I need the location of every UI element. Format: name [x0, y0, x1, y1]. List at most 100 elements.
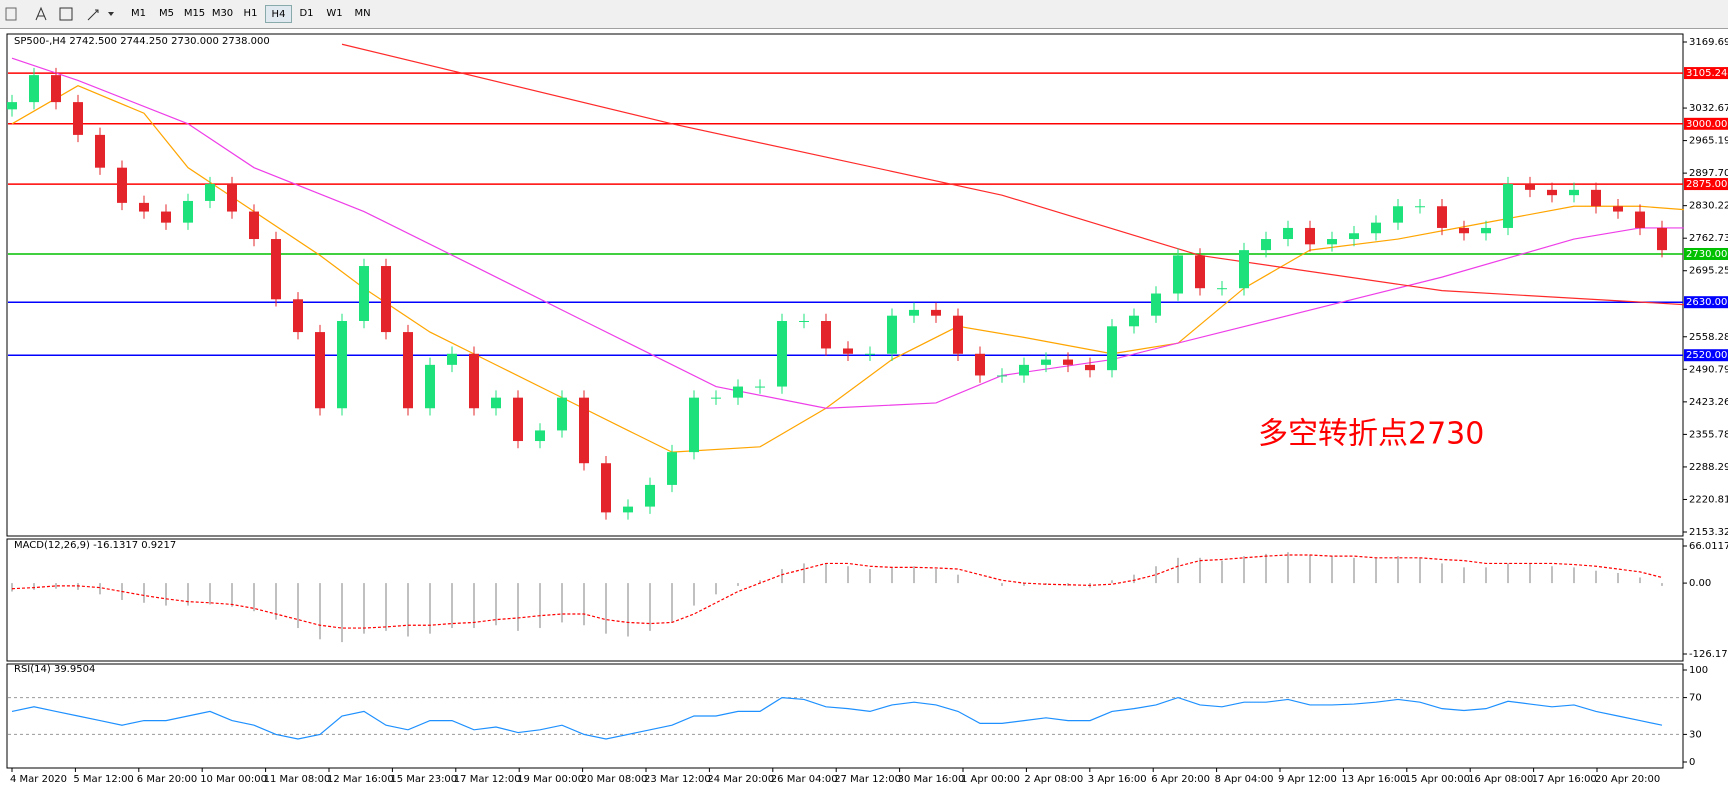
time-label: 26 Mar 04:00 [771, 774, 838, 785]
time-label: 2 Apr 08:00 [1024, 774, 1083, 785]
time-label: 5 Mar 12:00 [73, 774, 133, 785]
moving-average [341, 43, 1685, 306]
timeframe-button[interactable]: H4 [265, 5, 292, 23]
y-tick-label: 2762.735 [1689, 233, 1728, 244]
time-label: 15 Mar 23:00 [390, 774, 457, 785]
level-label: 2630.000 [1686, 297, 1728, 308]
candle-body [513, 397, 523, 442]
y-tick-label: 30 [1689, 729, 1702, 740]
panel-title: RSI(14) 39.9504 [14, 664, 95, 675]
time-label: 24 Mar 20:00 [707, 774, 774, 785]
candle-body [249, 211, 259, 240]
candle-body [1393, 206, 1403, 223]
y-tick-label: 66.0117 [1689, 541, 1728, 552]
y-tick-label: 2965.19 [1689, 136, 1728, 147]
candle-body [689, 397, 699, 453]
candle-body [271, 239, 281, 300]
candle-body [183, 200, 193, 223]
candle-body [887, 315, 897, 354]
timeframe-button[interactable]: M5 [159, 8, 174, 19]
timeframe-button[interactable]: W1 [326, 8, 343, 19]
moving-average [11, 57, 1684, 409]
timeframe-button[interactable]: D1 [299, 8, 314, 19]
timeframe-button[interactable]: MN [354, 8, 371, 19]
y-tick-label: 2288.295 [1689, 462, 1728, 473]
candle-body [997, 375, 1007, 377]
icon-label[interactable] [59, 7, 73, 21]
y-tick-label: 2423.265 [1689, 397, 1728, 408]
candle-body [843, 348, 853, 354]
time-label: 10 Mar 00:00 [200, 774, 267, 785]
time-label: 20 Apr 20:00 [1595, 774, 1660, 785]
candle-body [359, 266, 369, 321]
candle-body [1613, 206, 1623, 212]
time-label: 12 Mar 16:00 [327, 774, 394, 785]
toolbar: M1 M5 M15 M30 H1 H4 D1 W1 MN [0, 0, 1728, 29]
candle-body [909, 309, 919, 316]
y-tick-label: 70 [1689, 693, 1702, 704]
candle-body [755, 386, 765, 388]
timeframe-button[interactable]: M30 [211, 8, 234, 19]
icon-text[interactable] [35, 6, 47, 21]
candle-body [1547, 189, 1557, 196]
time-label: 6 Mar 20:00 [137, 774, 197, 785]
time-label: 16 Apr 08:00 [1468, 774, 1533, 785]
timeframe-button[interactable]: H1 [243, 8, 258, 19]
candle-body [777, 320, 787, 387]
icon-arrows[interactable] [87, 9, 99, 21]
time-label: 9 Apr 12:00 [1278, 774, 1337, 785]
candle-body [1657, 227, 1667, 251]
candle-body [1591, 189, 1601, 207]
candle-body [1503, 184, 1513, 228]
candle-body [227, 184, 237, 212]
candle-body [1261, 239, 1271, 251]
level-label: 3000.000 [1686, 119, 1728, 130]
candle-body [1239, 250, 1249, 289]
candle-body [975, 353, 985, 376]
candle-body [1041, 359, 1051, 365]
candle-body [7, 102, 17, 110]
level-label: 2520.000 [1686, 350, 1728, 361]
level-tag [1684, 67, 1728, 80]
candle-body [1195, 255, 1205, 289]
y-tick-label: 3032.675 [1689, 103, 1728, 114]
level-tag [1684, 117, 1728, 130]
candle-body [117, 167, 127, 203]
icon-dropdown[interactable] [108, 12, 114, 16]
candle-body [1107, 326, 1117, 371]
candle-body [1283, 227, 1293, 240]
rsi-line [11, 696, 1663, 740]
candle-body [381, 266, 391, 333]
y-tick-label: 3169.690 [1689, 37, 1728, 48]
candle-body [205, 184, 215, 201]
candle-body [1063, 359, 1073, 365]
level-tag [1684, 178, 1728, 191]
moving-average [11, 85, 1685, 453]
time-label: 6 Apr 20:00 [1151, 774, 1210, 785]
rsi-panel [6, 663, 1684, 769]
time-label: 15 Apr 00:00 [1405, 774, 1470, 785]
candle-body [711, 397, 721, 399]
time-label: 20 Mar 08:00 [581, 774, 648, 785]
icon-period[interactable] [5, 7, 17, 21]
time-label: 11 Mar 08:00 [264, 774, 331, 785]
candle-body [1415, 206, 1425, 208]
time-label: 4 Mar 2020 [10, 774, 67, 785]
candle-body [425, 364, 435, 409]
time-label: 3 Apr 16:00 [1088, 774, 1147, 785]
candle-body [73, 102, 83, 135]
candle-body [1217, 288, 1227, 290]
level-label: 2875.000 [1686, 179, 1728, 190]
y-tick-label: -126.173 [1689, 649, 1728, 660]
candle-body [1327, 239, 1337, 245]
timeframe-button[interactable]: M1 [131, 8, 146, 19]
time-label: 1 Apr 00:00 [961, 774, 1020, 785]
candle-body [315, 332, 325, 409]
candle-body [601, 463, 611, 513]
candle-body [29, 75, 39, 103]
candle-body [1305, 227, 1315, 245]
candle-body [161, 211, 171, 223]
timeframe-button[interactable]: M15 [183, 8, 206, 19]
candle-body [623, 506, 633, 513]
